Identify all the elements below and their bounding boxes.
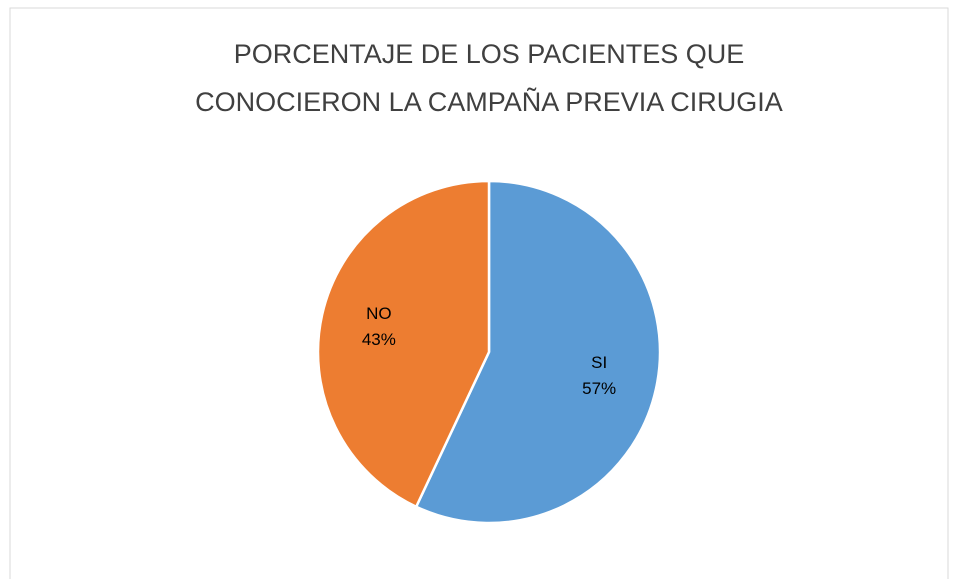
slice-value-label: 57% <box>582 379 616 398</box>
pie-slice <box>414 179 662 525</box>
slice-category-label: NO <box>366 304 392 323</box>
slice-category-label: SI <box>591 353 607 372</box>
chart-title: CONOCIERON LA CAMPAÑA PREVIA CIRUGIA <box>195 86 783 117</box>
slice-value-label: 43% <box>362 330 396 349</box>
chart-title: PORCENTAJE DE LOS PACIENTES QUE <box>234 39 745 69</box>
pie-slice <box>316 179 491 509</box>
